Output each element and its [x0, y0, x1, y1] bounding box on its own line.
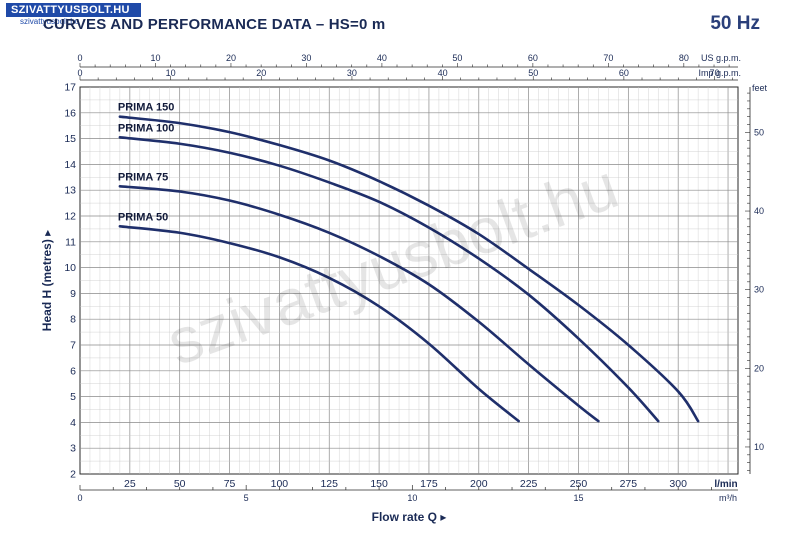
- imp-gpm-unit-label: Imp g.p.m.: [698, 68, 741, 78]
- y-tick-label: 12: [64, 211, 76, 223]
- feet-tick-label: 30: [754, 285, 764, 295]
- y-tick-label: 3: [70, 443, 76, 455]
- x-axis-label: Flow rate Q ▸: [372, 510, 447, 524]
- us-gpm-tick-label: 10: [150, 53, 160, 63]
- x-tick-label: 300: [669, 478, 687, 490]
- m3h-tick-label: 15: [573, 493, 583, 503]
- feet-tick-label: 50: [754, 127, 764, 137]
- y-tick-label: 14: [64, 159, 76, 171]
- m3h-tick-label: 10: [407, 493, 417, 503]
- frequency-label: 50 Hz: [710, 13, 760, 34]
- imp-gpm-tick-label: 50: [528, 68, 538, 78]
- chart-curves: PRIMA 150 PRIMA 100 PRIMA 75 PRIMA 50: [118, 102, 700, 423]
- x-unit-label: l/min: [714, 479, 737, 490]
- imp-gpm-tick-label: 20: [256, 68, 266, 78]
- brand-logo-url: szivattyusbolt.hu: [20, 17, 80, 26]
- curve-prima-100: [118, 136, 660, 423]
- series-label-prima-150: PRIMA 150: [118, 102, 174, 114]
- chart-title: CURVES AND PERFORMANCE DATA – HS=0 m: [43, 16, 386, 33]
- y-tick-label: 4: [70, 417, 76, 429]
- feet-tick-label: 20: [754, 363, 764, 373]
- y-tick-label: 9: [70, 288, 76, 300]
- series-label-prima-50: PRIMA 50: [118, 211, 168, 223]
- x-tick-label: 200: [470, 478, 488, 490]
- x-tick-label: 75: [224, 478, 236, 490]
- series-label-prima-75: PRIMA 75: [118, 171, 168, 183]
- us-gpm-tick-label: 70: [603, 53, 613, 63]
- us-gpm-tick-label: 20: [226, 53, 236, 63]
- imp-gpm-tick-label: 10: [166, 68, 176, 78]
- curve-prima-150: [118, 115, 700, 423]
- feet-tick-label: 10: [754, 442, 764, 452]
- series-label-prima-100: PRIMA 100: [118, 122, 174, 134]
- x-tick-label: 25: [124, 478, 136, 490]
- y-tick-label: 6: [70, 365, 76, 377]
- x-tick-label: 150: [370, 478, 388, 490]
- y-tick-label: 7: [70, 340, 76, 352]
- imp-gpm-tick-label: 30: [347, 68, 357, 78]
- x-tick-label: 100: [271, 478, 289, 490]
- us-gpm-unit-label: US g.p.m.: [701, 53, 741, 63]
- us-gpm-tick-label: 30: [301, 53, 311, 63]
- y-tick-label: 10: [64, 262, 76, 274]
- m3h-unit-label: m³/h: [719, 493, 737, 503]
- m3h-tick-label: 5: [244, 493, 249, 503]
- x-tick-label: 225: [520, 478, 538, 490]
- imp-gpm-tick-label: 60: [619, 68, 629, 78]
- imp-gpm-tick-label: 40: [438, 68, 448, 78]
- x-tick-label: 250: [570, 478, 588, 490]
- curve-prima-75: [118, 185, 600, 423]
- brand-logo-text: SZIVATTYUSBOLT.HU: [6, 3, 141, 17]
- us-gpm-tick-label: 80: [679, 53, 689, 63]
- chart-grid: [79, 86, 739, 475]
- feet-unit-label: feet: [752, 83, 768, 93]
- y-tick-label: 15: [64, 133, 76, 145]
- us-gpm-tick-label: 0: [77, 53, 82, 63]
- x-tick-label: 125: [320, 478, 338, 490]
- x-tick-label: 175: [420, 478, 438, 490]
- y-tick-label: 13: [64, 185, 76, 197]
- y-tick-label: 17: [64, 82, 76, 94]
- y-tick-label: 16: [64, 107, 76, 119]
- m3h-tick-label: 0: [77, 493, 82, 503]
- y-tick-label: 8: [70, 314, 76, 326]
- brand-logo[interactable]: SZIVATTYUSBOLT.HU szivattyusbolt.hu: [6, 3, 141, 26]
- x-tick-label: 50: [174, 478, 186, 490]
- imp-gpm-tick-label: 70: [710, 68, 720, 78]
- curve-prima-50: [118, 225, 520, 423]
- us-gpm-tick-label: 40: [377, 53, 387, 63]
- x-tick-label: 275: [620, 478, 638, 490]
- watermark-text: szivattyusbolt.hu: [158, 150, 627, 379]
- y-tick-label: 2: [70, 469, 76, 481]
- chart-axes: 2 3 4 5 6 7 8 9 10 11 12 13 14 15 16 17 Head H (metres) …: [40, 53, 768, 524]
- y-tick-label: 11: [65, 236, 76, 248]
- y-tick-label: 5: [70, 391, 76, 403]
- us-gpm-tick-label: 60: [528, 53, 538, 63]
- y-axis-label: Head H (metres) ▸: [40, 230, 54, 331]
- feet-tick-label: 40: [754, 206, 764, 216]
- imp-gpm-tick-label: 0: [77, 68, 82, 78]
- us-gpm-tick-label: 50: [452, 53, 462, 63]
